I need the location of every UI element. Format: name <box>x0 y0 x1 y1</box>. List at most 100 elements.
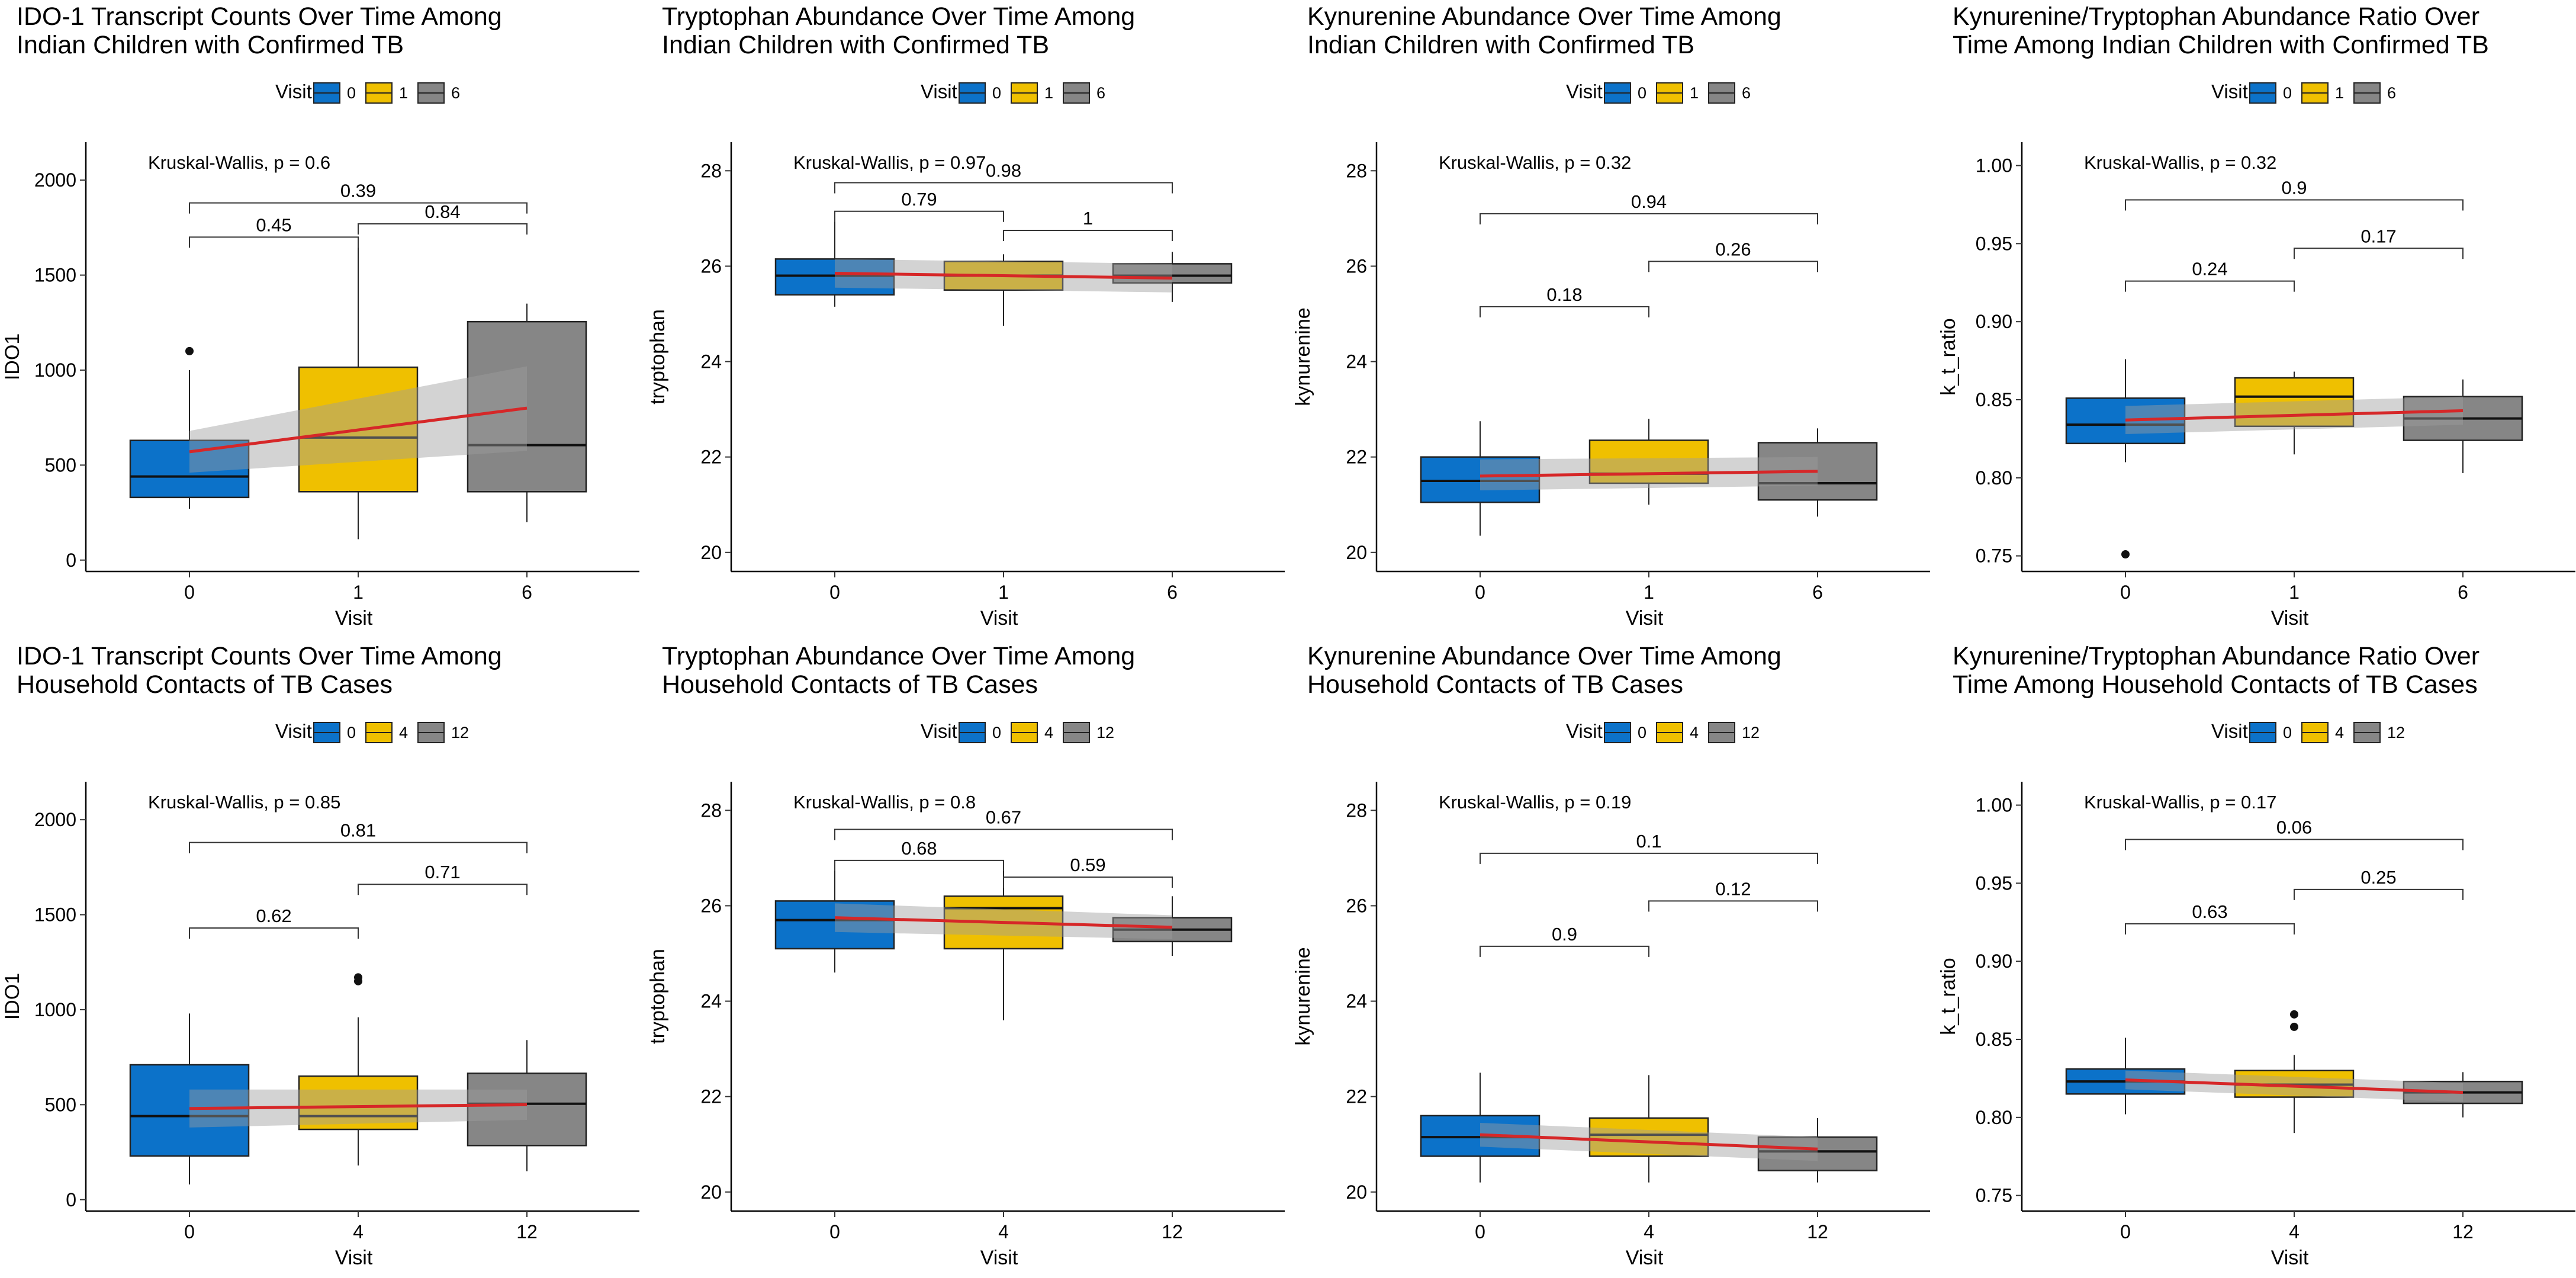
chart-title-line: Tryptophan Abundance Over Time Among <box>662 2 1135 31</box>
box-12 <box>1112 896 1233 956</box>
p-value-label: 0.06 <box>2276 817 2312 838</box>
comparison-bracket: 0.18 <box>1480 284 1649 317</box>
legend-label: 12 <box>1742 724 1760 741</box>
comparison-bracket: 0.94 <box>1480 191 1818 224</box>
legend: Visit 0 1 6 <box>1566 81 1751 104</box>
chart-title-line: Time Among Household Contacts of TB Case… <box>1953 670 2478 699</box>
legend-label: 6 <box>2387 84 2396 102</box>
comparison-bracket: 0.39 <box>189 181 528 214</box>
comparison-bracket: 0.1 <box>1480 831 1818 864</box>
bracket-line <box>1480 945 1649 957</box>
trend-confidence-band <box>189 1089 527 1128</box>
trend-confidence-band <box>189 366 527 473</box>
p-value-label: 0.26 <box>1715 239 1751 259</box>
x-tick-label: 12 <box>2452 1221 2474 1242</box>
y-tick-label: 1000 <box>34 999 76 1020</box>
bracket-line <box>189 842 528 853</box>
box-body <box>1420 456 1541 503</box>
chart-svg: Kynurenine/Tryptophan Abundance Ratio Ov… <box>1937 642 2575 1269</box>
x-tick-label: 0 <box>2120 1221 2131 1242</box>
y-tick-label: 1.00 <box>1976 795 2012 816</box>
bracket-line <box>834 859 1004 871</box>
chart-svg: IDO-1 Transcript Counts Over Time AmongI… <box>1 2 639 630</box>
box-body <box>467 1073 587 1147</box>
legend-title: Visit <box>2211 720 2248 742</box>
outlier-point <box>354 973 362 982</box>
y-axis-label: kynurenine <box>1292 947 1314 1045</box>
y-tick-label: 26 <box>700 895 722 916</box>
p-value-label: 0.59 <box>1070 855 1105 875</box>
x-tick-label: 6 <box>522 582 532 603</box>
x-tick-label: 6 <box>1812 582 1823 603</box>
box-body <box>467 320 587 493</box>
box-0 <box>129 1013 250 1185</box>
comparison-bracket: 0.67 <box>834 807 1173 840</box>
legend-title: Visit <box>921 81 957 102</box>
comparison-bracket: 0.24 <box>2125 259 2295 292</box>
legend-label: 0 <box>2283 724 2292 741</box>
y-tick-label: 500 <box>45 1094 76 1115</box>
chart-svg: Kynurenine Abundance Over Time AmongIndi… <box>1292 2 1930 630</box>
p-value-label: 0.67 <box>986 807 1021 828</box>
y-tick-label: 22 <box>1346 1086 1367 1107</box>
legend-label: 0 <box>2283 84 2292 102</box>
chart-title-line: Household Contacts of TB Cases <box>662 670 1038 699</box>
chart-title-line: Kynurenine/Tryptophan Abundance Ratio Ov… <box>1953 642 2479 670</box>
chart-panel-8: Kynurenine/Tryptophan Abundance Ratio Ov… <box>1936 640 2576 1276</box>
legend-title: Visit <box>275 81 312 102</box>
y-tick-label: 1500 <box>34 904 76 926</box>
x-tick-label: 12 <box>1162 1221 1183 1242</box>
legend: Visit 0 1 6 <box>275 81 460 104</box>
box-1 <box>2234 371 2355 455</box>
y-tick-label: 1000 <box>34 359 76 381</box>
legend-label: 6 <box>451 84 460 102</box>
chart-title-line: Kynurenine Abundance Over Time Among <box>1307 642 1781 670</box>
y-axis-label: IDO1 <box>1 973 24 1020</box>
y-tick-label: 28 <box>1346 799 1367 821</box>
legend: Visit 0 4 12 <box>1566 720 1760 743</box>
legend-label: 0 <box>992 84 1001 102</box>
comparison-bracket: 0.68 <box>834 838 1004 871</box>
kruskal-wallis-label: Kruskal-Wallis, p = 0.17 <box>2084 792 2276 813</box>
bracket-line <box>358 884 528 895</box>
box-12 <box>467 1040 587 1171</box>
box-body <box>1112 263 1233 284</box>
legend-label: 12 <box>2387 724 2405 741</box>
chart-panel-7: Kynurenine Abundance Over Time Among Hous… <box>1291 640 1933 1276</box>
trend-line <box>2125 1078 2464 1094</box>
bracket-line <box>1480 306 1649 317</box>
y-axis-label: kynurenine <box>1292 307 1314 406</box>
chart-title-line: Kynurenine/Tryptophan Abundance Ratio Ov… <box>1953 2 2479 31</box>
box-4 <box>2234 1010 2355 1133</box>
box-0 <box>2065 359 2186 558</box>
legend-label: 4 <box>1690 724 1699 741</box>
legend-label: 4 <box>399 724 408 741</box>
legend-label: 4 <box>1044 724 1053 741</box>
trend-line <box>834 272 1173 280</box>
legend-label: 12 <box>1096 724 1114 741</box>
box-0 <box>774 860 895 973</box>
comparison-bracket: 0.79 <box>834 189 1004 222</box>
comparison-bracket: 0.26 <box>1648 239 1818 272</box>
chart-title-line: Household Contacts of TB Cases <box>17 670 393 699</box>
bracket-line <box>834 182 1173 194</box>
bracket-line <box>358 223 528 235</box>
x-tick-label: 1 <box>2289 582 2300 603</box>
legend: Visit 0 1 6 <box>2211 81 2396 104</box>
y-tick-label: 0.80 <box>1976 1107 2012 1128</box>
p-value-label: 0.39 <box>340 181 376 201</box>
p-value-label: 0.1 <box>1636 831 1661 852</box>
chart-panel-6: Tryptophan Abundance Over Time Among Hous… <box>645 640 1288 1276</box>
bracket-line <box>2125 923 2295 935</box>
x-tick-label: 4 <box>1644 1221 1654 1242</box>
y-tick-label: 20 <box>700 542 722 563</box>
legend-label: 4 <box>2335 724 2344 741</box>
legend-label: 1 <box>399 84 408 102</box>
legend-label: 6 <box>1096 84 1105 102</box>
y-tick-label: 24 <box>700 351 722 373</box>
legend-title: Visit <box>1566 720 1603 742</box>
legend-label: 0 <box>347 724 356 741</box>
kruskal-wallis-label: Kruskal-Wallis, p = 0.8 <box>793 792 976 813</box>
p-value-label: 0.94 <box>1631 191 1667 212</box>
comparison-bracket: 0.9 <box>2125 178 2464 211</box>
